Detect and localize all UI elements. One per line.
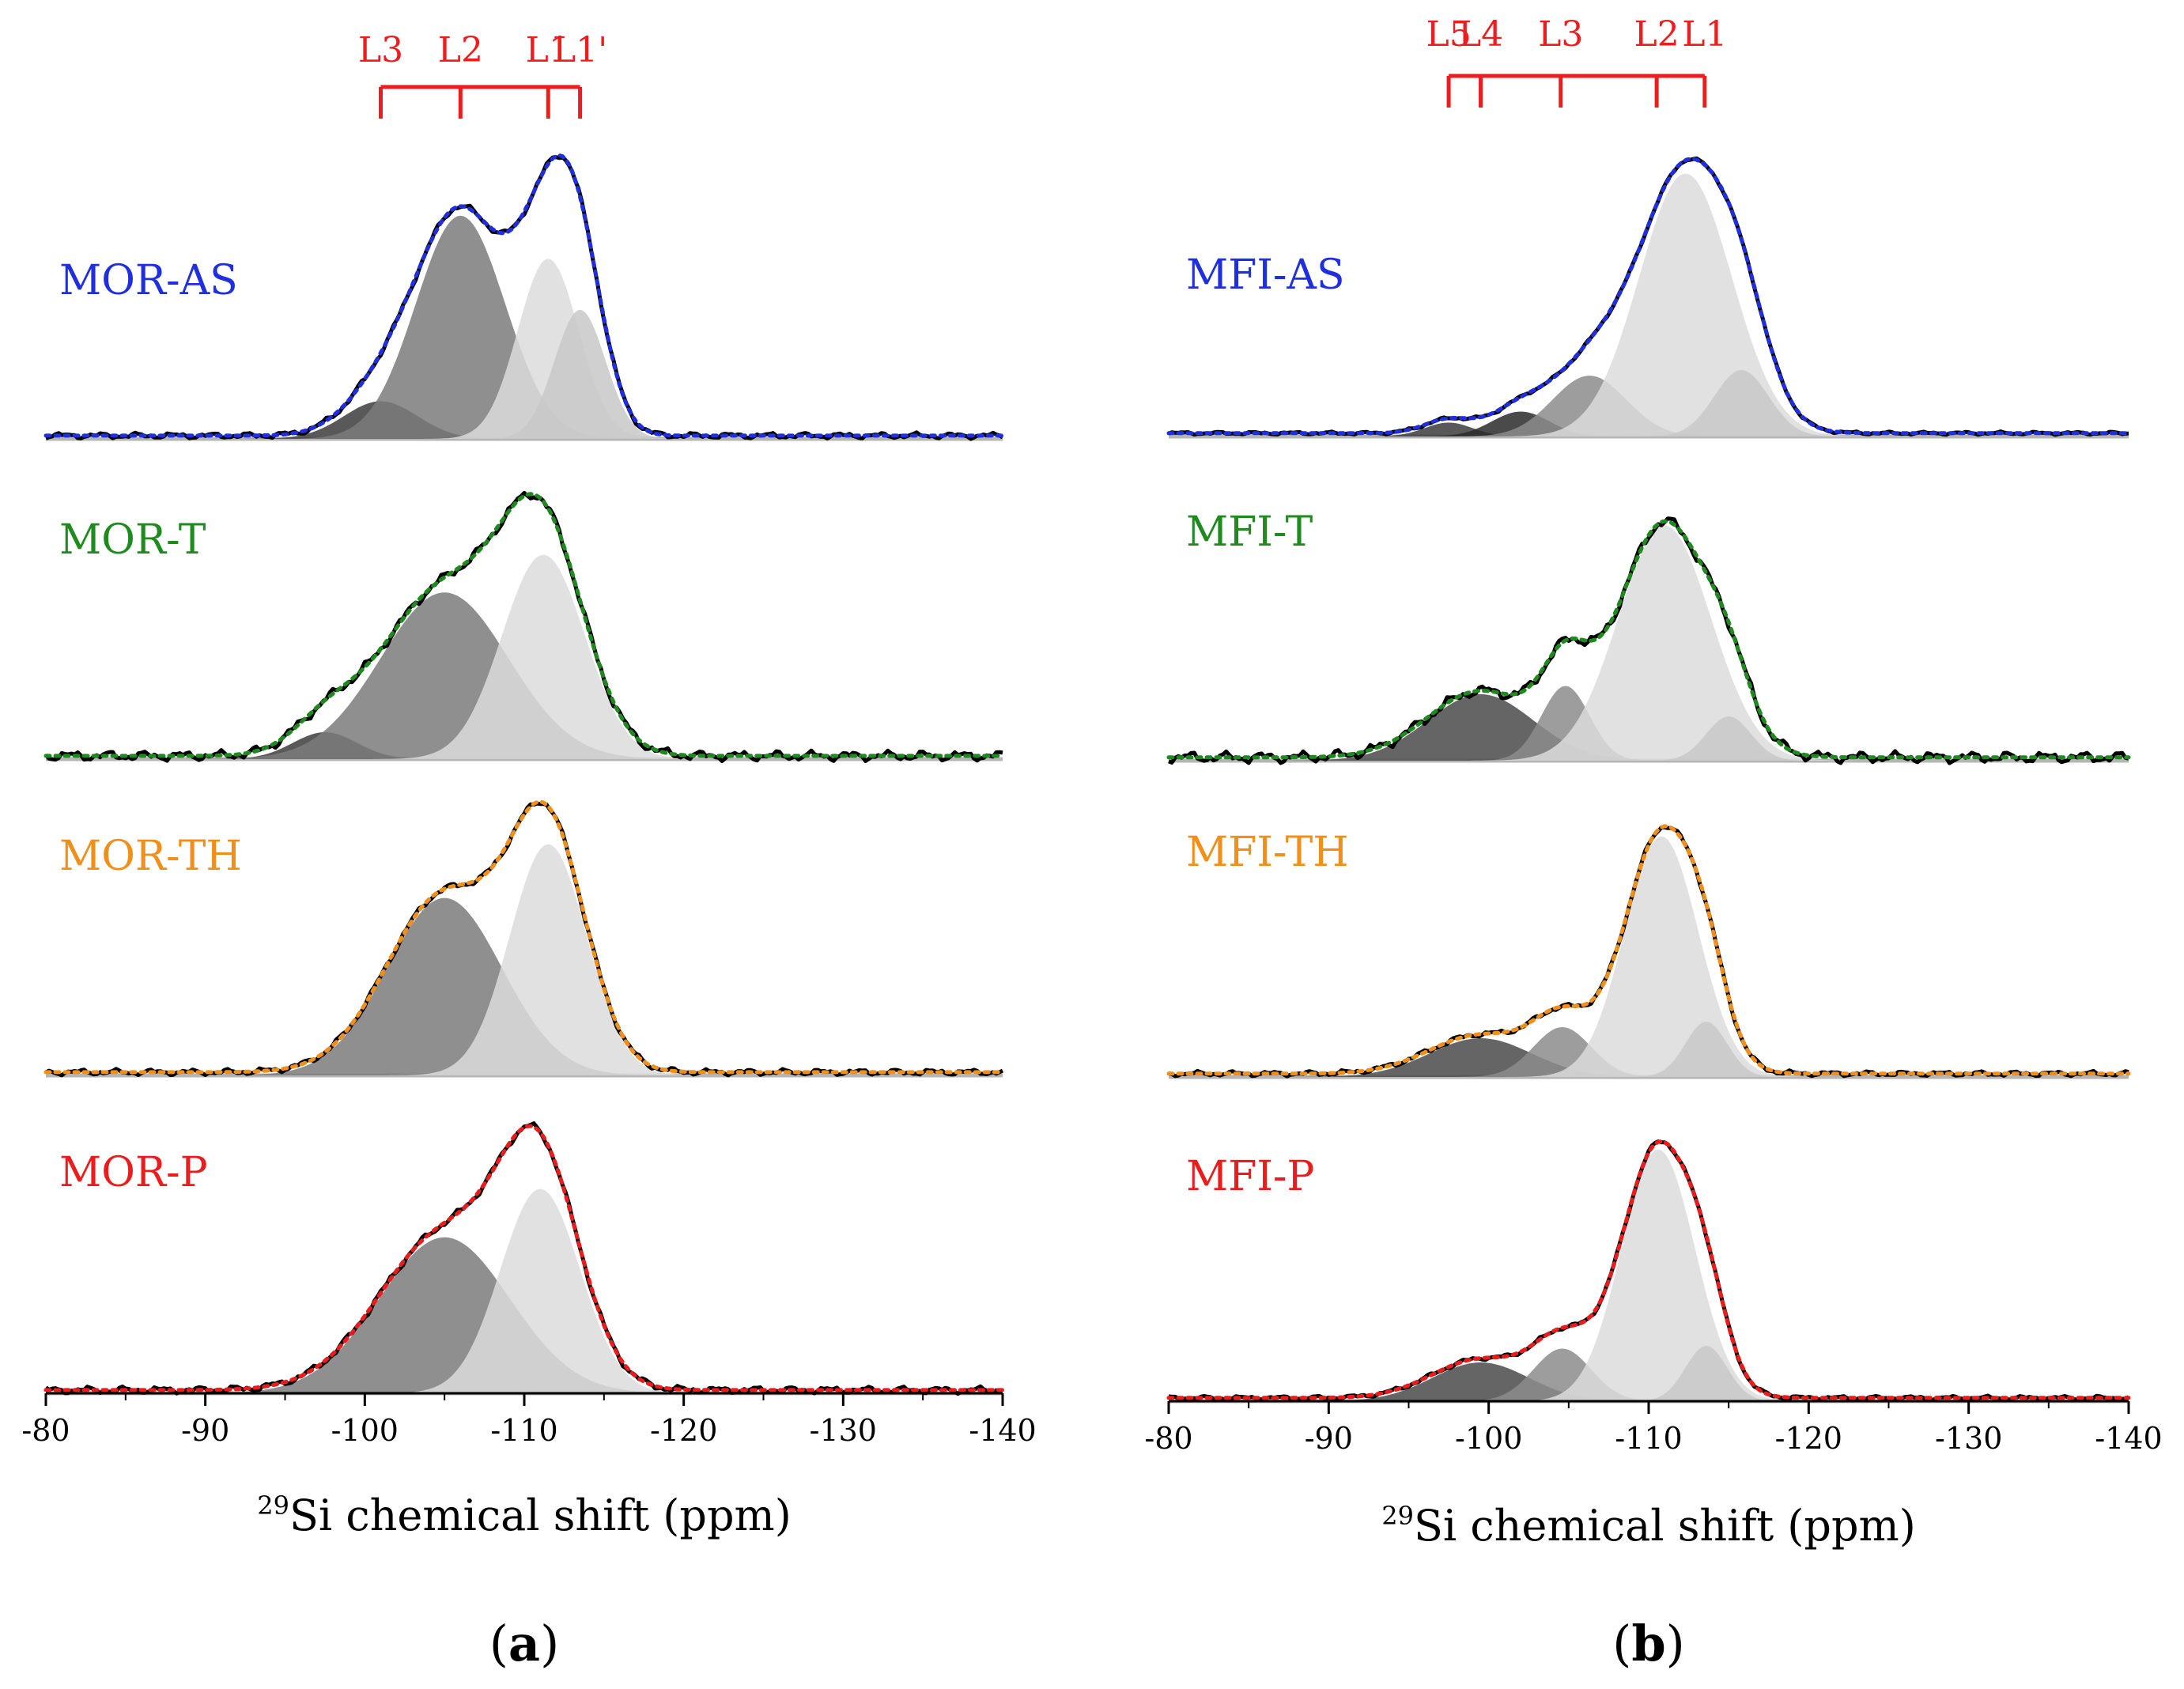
reference-label-b-0: L5 — [1426, 14, 1471, 55]
spectra-a — [43, 153, 1005, 1396]
fit-envelope-mfi-p — [1166, 1139, 2131, 1400]
tick-label-a-100: -100 — [331, 1413, 399, 1448]
component-peak-mor-t-2 — [46, 554, 1003, 759]
reference-label-b-1: L4 — [1458, 14, 1503, 55]
component-peak-mfi-t-0 — [1169, 694, 2129, 761]
tick-label-a-90: -90 — [181, 1413, 229, 1448]
tick-label-a-140: -140 — [969, 1413, 1036, 1448]
component-peak-mfi-as-0 — [1169, 422, 2129, 436]
tick-label-a-130: -130 — [810, 1413, 877, 1448]
tick-label-b-100: -100 — [1455, 1421, 1522, 1456]
sample-label-mfi-t: MFI-T — [1186, 508, 1313, 556]
sample-label-mfi-as: MFI-AS — [1186, 251, 1345, 299]
tick-label-b-110: -110 — [1615, 1421, 1682, 1456]
panel-label-a-letter: a — [508, 1615, 540, 1672]
reference-label-a-2: L1 — [526, 30, 571, 70]
tick-label-b-120: -120 — [1775, 1421, 1842, 1456]
component-peak-mfi-p-2 — [1169, 1149, 2129, 1401]
component-peak-mor-th-1 — [46, 844, 1003, 1075]
panel-label-b: (b) — [1612, 1615, 1685, 1672]
x-axis-title-a-sup: 29 — [257, 1491, 289, 1521]
spectra-b — [1166, 156, 2131, 1404]
reference-label-a-3: L1' — [553, 30, 607, 70]
tick-label-b-140: -140 — [2095, 1421, 2162, 1456]
x-axis-title-b-sup: 29 — [1381, 1501, 1414, 1531]
reference-label-b-3: L2 — [1634, 14, 1680, 55]
fit-envelope-mfi-as — [1166, 157, 2131, 436]
tick-label-b-130: -130 — [1935, 1421, 2002, 1456]
sample-label-mor-t: MOR-T — [59, 516, 206, 564]
tick-label-b-90: -90 — [1305, 1421, 1353, 1456]
component-peak-mfi-th-0 — [1169, 1038, 2129, 1077]
reference-label-a-0: L3 — [358, 30, 403, 70]
tick-label-b-80: -80 — [1144, 1421, 1192, 1456]
x-ticks-b — [1167, 1401, 2130, 1414]
x-axis-title-b-text: Si chemical shift (ppm) — [1414, 1501, 1916, 1551]
sample-label-mfi-p: MFI-P — [1186, 1153, 1314, 1200]
x-ticks-a — [44, 1393, 1004, 1406]
spectrum-mor-t — [43, 490, 1005, 763]
reference-label-b-2: L3 — [1538, 14, 1583, 55]
spectrum-mfi-t — [1166, 516, 2131, 765]
x-axis-title-b: 29Si chemical shift (ppm) — [1381, 1501, 1916, 1551]
reference-label-b-4: L1 — [1682, 14, 1727, 55]
component-peak-mor-p-1 — [46, 1188, 1003, 1393]
fit-envelope-mor-t — [43, 492, 1005, 758]
spectrum-mor-th — [43, 799, 1005, 1078]
panel-label-b-letter: b — [1631, 1615, 1665, 1672]
fit-envelope-mfi-t — [1166, 519, 2131, 760]
sample-label-mor-as: MOR-AS — [59, 257, 238, 304]
fit-envelope-mor-th — [43, 799, 1005, 1075]
reference-label-a-1: L2 — [438, 30, 483, 70]
fit-envelope-mor-as — [43, 153, 1005, 438]
fit-envelope-mor-p — [43, 1124, 1005, 1392]
sample-label-mor-th: MOR-TH — [59, 833, 242, 880]
tick-label-a-120: -120 — [650, 1413, 717, 1448]
x-axis-title-a: 29Si chemical shift (ppm) — [257, 1491, 792, 1540]
sample-label-mor-p: MOR-P — [59, 1149, 208, 1196]
component-peak-mfi-th-2 — [1169, 836, 2129, 1077]
spectrum-mfi-as — [1166, 156, 2131, 439]
component-peak-mfi-as-3 — [1169, 173, 2129, 436]
component-peak-mfi-p-0 — [1169, 1362, 2129, 1401]
fit-envelope-mfi-th — [1166, 824, 2131, 1076]
spectrum-mor-as — [43, 153, 1005, 441]
x-axis-title-a-text: Si chemical shift (ppm) — [289, 1491, 792, 1540]
component-peak-mfi-t-2 — [1169, 525, 2129, 761]
sample-label-mfi-th: MFI-TH — [1186, 829, 1349, 876]
component-peak-mor-as-2 — [46, 259, 1003, 439]
tick-label-a-110: -110 — [490, 1413, 557, 1448]
spectrum-mfi-th — [1166, 824, 2131, 1079]
tick-label-a-80: -80 — [21, 1413, 70, 1448]
panel-label-a: (a) — [489, 1615, 560, 1672]
